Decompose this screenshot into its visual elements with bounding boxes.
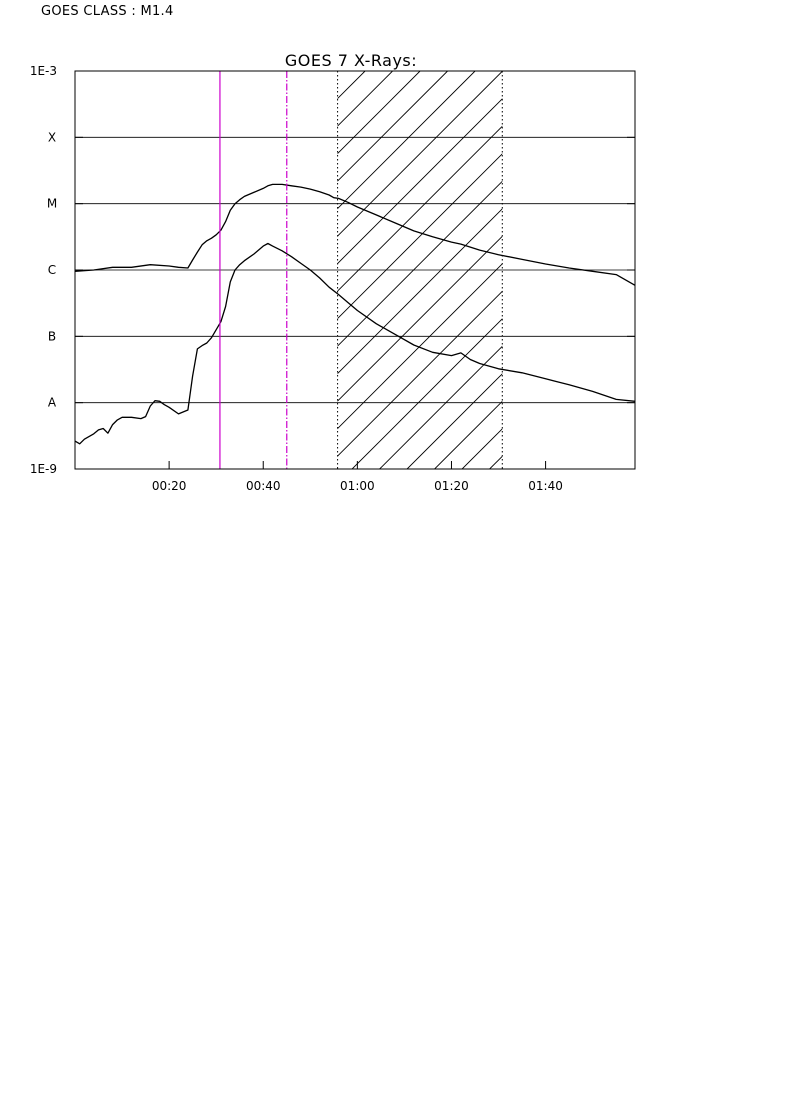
y-tick-label: 1E-9 (30, 462, 57, 476)
y-tick-label: 1E-3 (30, 64, 57, 78)
hatch-line (337, 71, 503, 237)
y-tick-label: M (47, 197, 57, 211)
hatched-band (337, 71, 503, 469)
hatch-line (337, 71, 448, 182)
hatch-line (351, 318, 503, 469)
x-tick-label: 00:40 (246, 479, 281, 493)
hatch-lines (337, 71, 503, 469)
x-axis-ticks: 00:20 00:40 01:00 01:20 01:40 (152, 461, 563, 493)
x-tick-label: 01:40 (528, 479, 563, 493)
y-axis-ticks: 1E-3 X M C B A 1E-9 (30, 64, 635, 476)
series-line-lower (74, 242, 636, 445)
hatch-line (337, 71, 421, 155)
y-tick-label: A (48, 396, 57, 410)
event-markers (219, 71, 288, 469)
hatch-line (337, 208, 503, 375)
goes-class-label: GOES CLASS : M1.4 (41, 4, 174, 19)
x-tick-label: 01:00 (340, 479, 375, 493)
chart-title: GOES 7 X-Rays: (285, 51, 417, 70)
hatch-line (379, 345, 503, 469)
y-tick-label: B (48, 329, 56, 343)
series-line-upper (74, 183, 636, 286)
hatch-line (337, 235, 503, 402)
hatch-line (406, 373, 503, 469)
hatch-line (337, 180, 503, 347)
hatch-line (337, 98, 503, 265)
hatch-line (434, 400, 503, 469)
hatch-line (337, 263, 503, 430)
x-tick-label: 01:20 (434, 479, 469, 493)
y-tick-label: X (48, 130, 56, 144)
y-tick-label: C (48, 263, 56, 277)
x-tick-label: 00:20 (152, 479, 187, 493)
hatch-line (337, 153, 503, 320)
grid-lines (75, 136, 635, 404)
hatch-line (337, 125, 503, 292)
series-lines (74, 183, 636, 445)
hatch-line (337, 290, 503, 457)
hatch-line (337, 71, 476, 210)
